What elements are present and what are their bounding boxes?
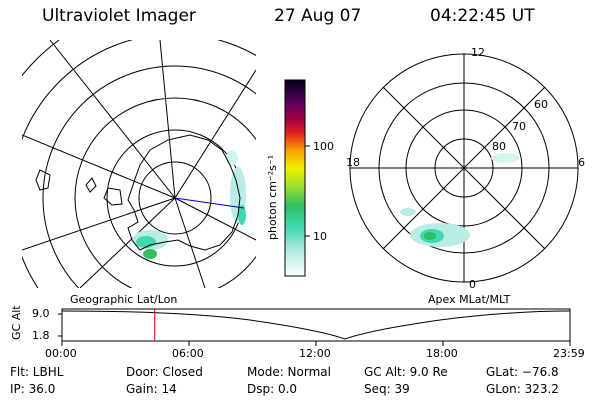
status-ip: IP: 36.0: [10, 382, 56, 396]
sun-direction-line: [174, 197, 245, 209]
mlat-80-label: 80: [492, 140, 506, 153]
status-mode: Mode: Normal: [247, 365, 331, 379]
antarctica-coastline: [35, 134, 241, 251]
status-filter: Flt: LBHL: [10, 365, 64, 379]
status-glon: GLon: 323.2: [486, 382, 559, 396]
status-dsp: Dsp: 0.0: [247, 382, 298, 396]
apex-caption: Apex MLat/MLT: [428, 293, 511, 306]
mlt-6-label: 6: [578, 156, 585, 169]
mlt-12-label: 12: [471, 46, 485, 59]
orbit-ytick-1-8: 1.8: [32, 329, 50, 342]
time-label: 04:22:45 UT: [430, 6, 535, 26]
status-seq: Seq: 39: [364, 382, 410, 396]
orbit-ytick-9: 9.0: [32, 307, 50, 320]
geo-caption: Geographic Lat/Lon: [70, 293, 178, 306]
orbit-xtick-2359: 23:59: [553, 347, 585, 360]
orbit-xtick-0600: 06:00: [172, 347, 204, 360]
instrument-title: Ultraviolet Imager: [42, 6, 196, 26]
geo-grid: [22, 40, 256, 288]
colorbar-tick-100: 100: [313, 140, 334, 153]
status-gc-alt: GC Alt: 9.0 Re: [364, 365, 448, 379]
status-door: Door: Closed: [126, 365, 203, 379]
status-gain: Gain: 14: [126, 382, 177, 396]
mlt-0-label: 0: [469, 278, 476, 291]
orbit-xtick-1200: 12:00: [299, 347, 331, 360]
polar-aurora: [400, 153, 519, 247]
mlt-18-label: 18: [346, 156, 360, 169]
orbit-xtick-1800: 18:00: [426, 347, 458, 360]
mlat-70-label: 70: [512, 120, 526, 133]
colorbar-tick-10: 10: [313, 230, 327, 243]
orbit-xtick-0000: 00:00: [45, 347, 77, 360]
polar-grid: [349, 53, 579, 283]
status-glat: GLat: −76.8: [486, 365, 559, 379]
date-label: 27 Aug 07: [274, 6, 362, 26]
orbit-ylabel: GC Alt: [10, 305, 23, 340]
mlat-60-label: 60: [534, 98, 548, 111]
